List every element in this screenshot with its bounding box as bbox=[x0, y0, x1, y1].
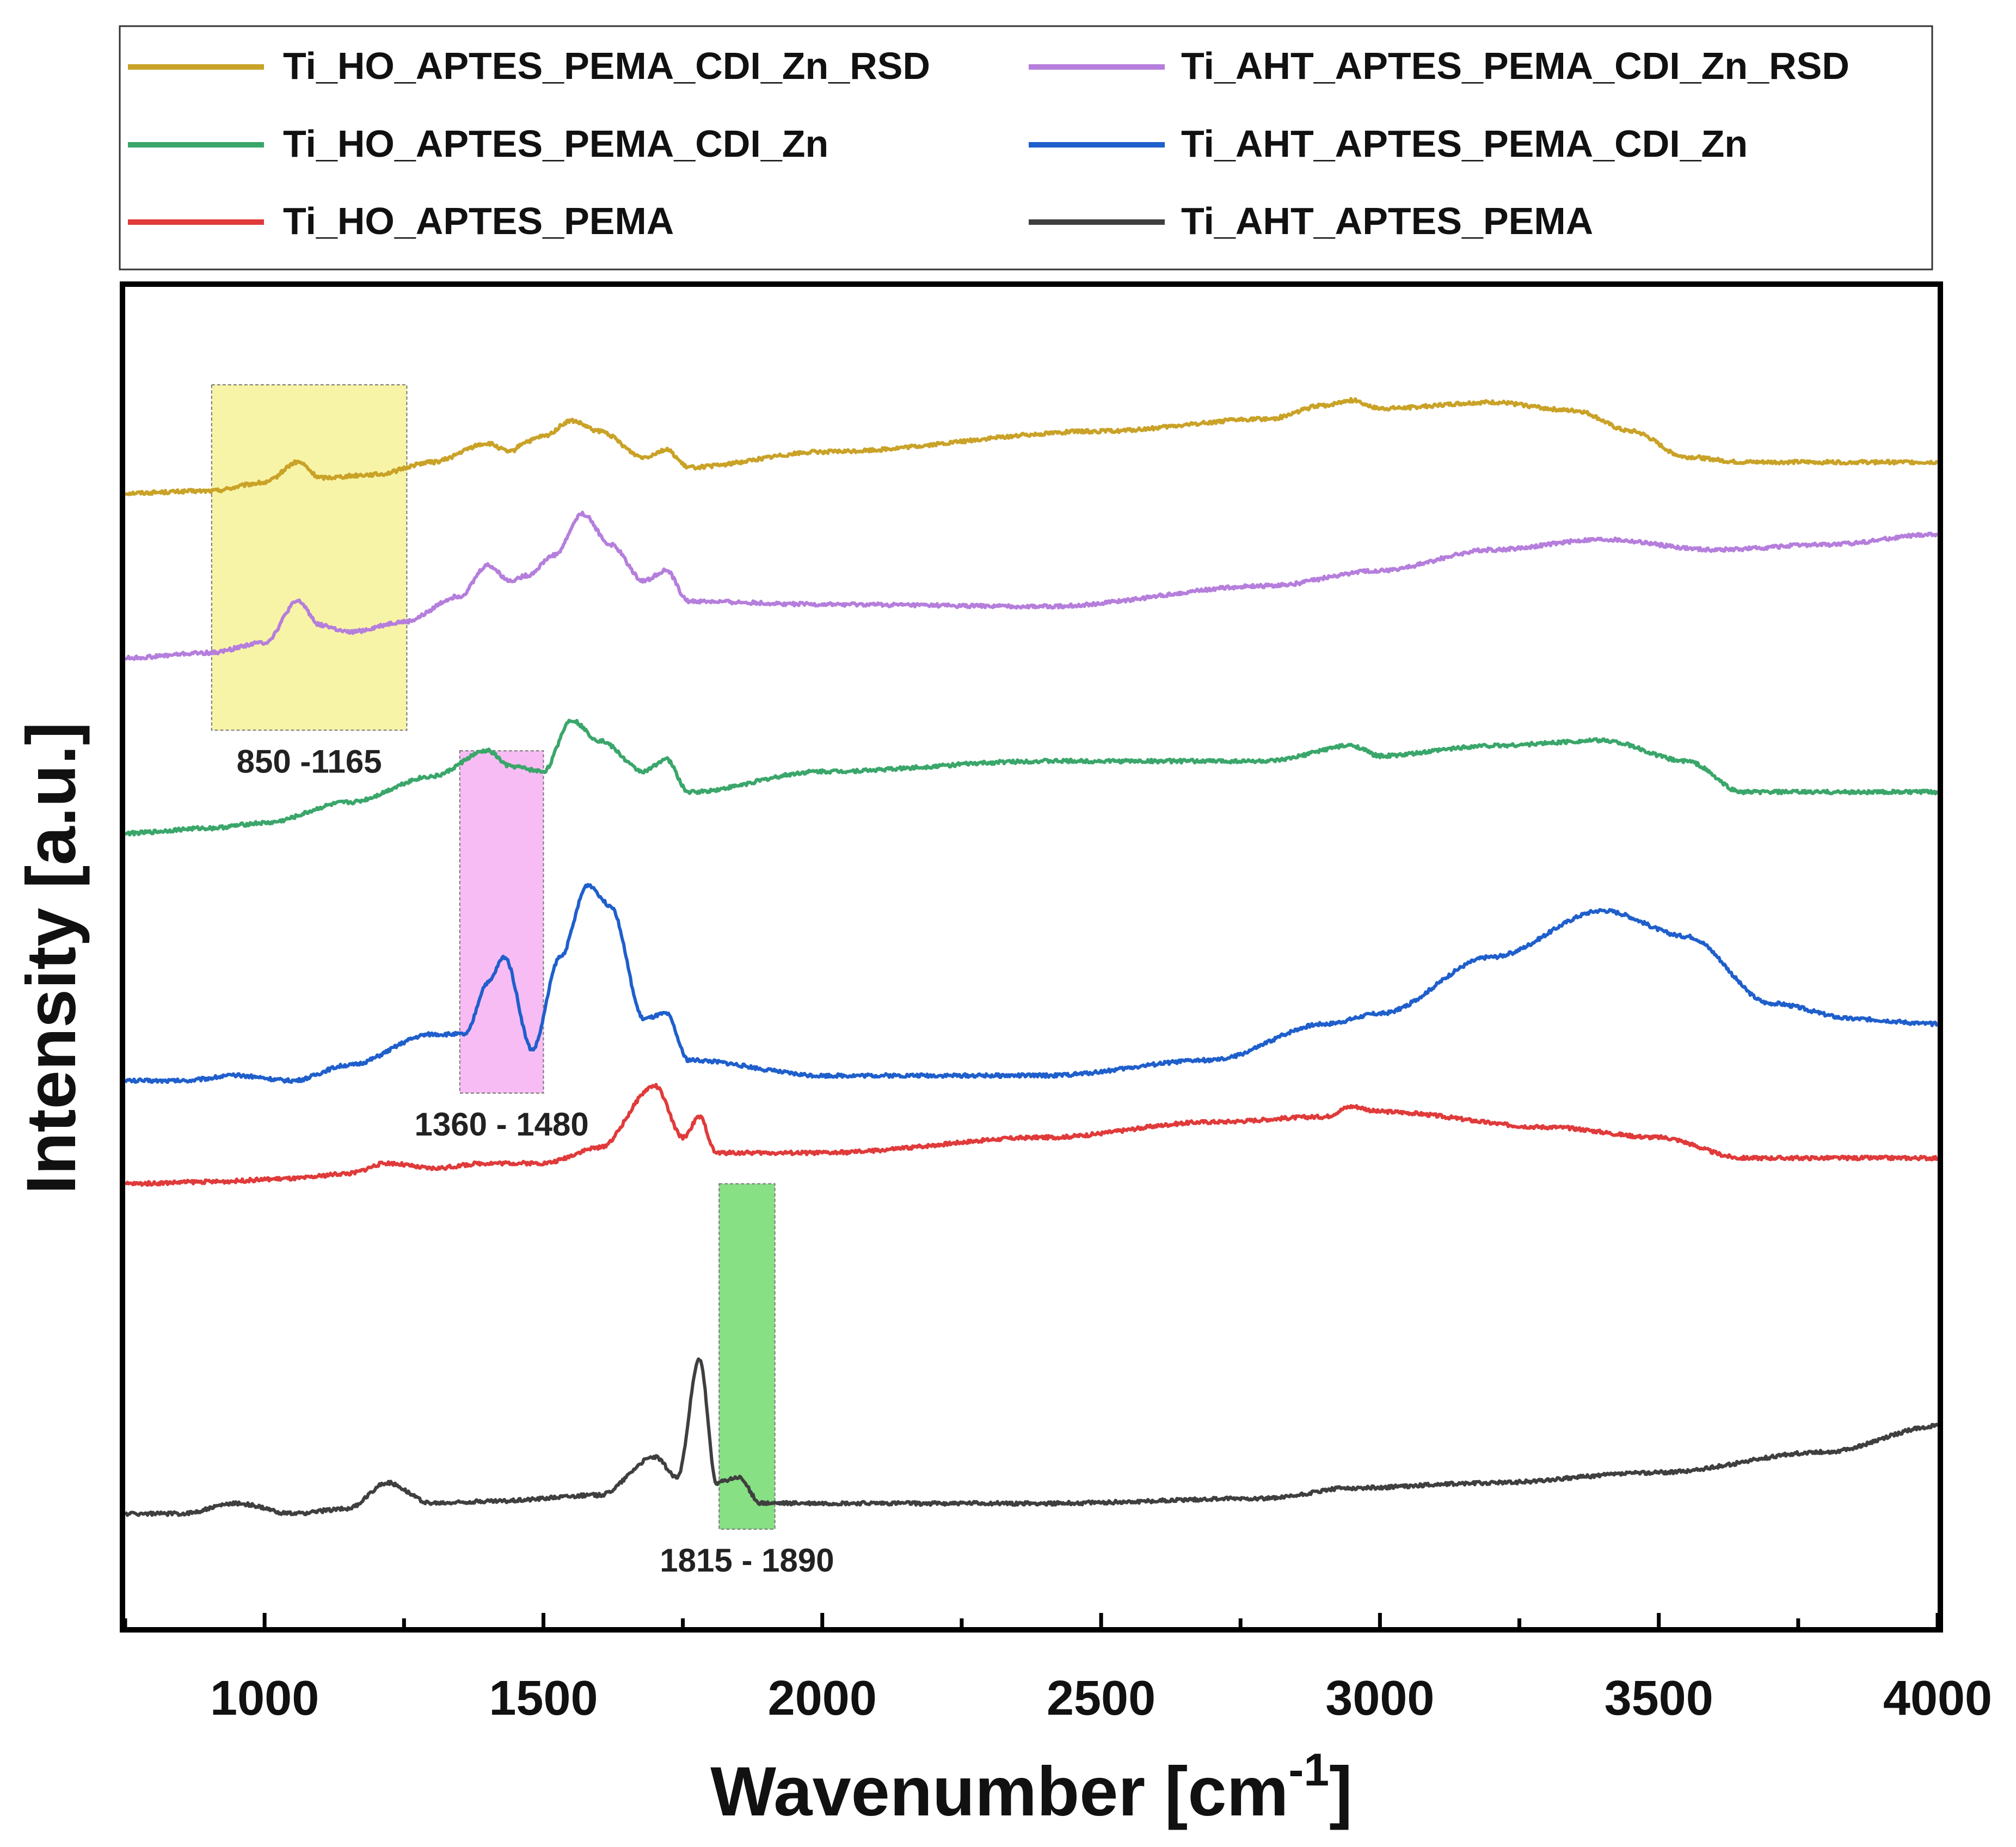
series-line-ti-ho-aptes-pema-cdi-zn bbox=[124, 719, 1939, 837]
highlight-region-label: 1815 - 1890 bbox=[660, 1542, 834, 1579]
series-line-ti-aht-aptes-pema bbox=[124, 1357, 1939, 1517]
highlight-region-1815-1890 bbox=[718, 1183, 776, 1530]
x-tick-label: 3000 bbox=[1325, 1671, 1434, 1726]
series-line-ti-ho-aptes-pema-cdi-zn-rsd bbox=[124, 397, 1939, 496]
legend-entry-ti-ho-aptes-pema: Ti_HO_APTES_PEMA bbox=[128, 200, 674, 242]
x-axis-title-suffix: ] bbox=[1329, 1753, 1353, 1831]
legend-entry-ti-aht-aptes-pema: Ti_AHT_APTES_PEMA bbox=[1029, 200, 1593, 242]
y-axis-title: Intensity [a.u.] bbox=[13, 722, 90, 1194]
x-tick-label: 4000 bbox=[1883, 1671, 1992, 1726]
x-tick-label: 1000 bbox=[210, 1671, 319, 1726]
legend: Ti_HO_APTES_PEMA_CDI_Zn_RSD Ti_AHT_APTES_… bbox=[119, 25, 1933, 271]
series-lines bbox=[124, 397, 1939, 1517]
x-axis-title: Wavenumber [cm-1] bbox=[710, 1744, 1353, 1831]
legend-label: Ti_HO_APTES_PEMA bbox=[283, 200, 674, 242]
x-tick-label: 2500 bbox=[1047, 1671, 1155, 1726]
x-tick-label: 1500 bbox=[489, 1671, 598, 1726]
series-line-ti-aht-aptes-pema-cdi-zn-rsd bbox=[125, 511, 1938, 661]
legend-label: Ti_AHT_APTES_PEMA_CDI_Zn bbox=[1181, 122, 1748, 165]
highlight-region-label: 1360 - 1480 bbox=[414, 1106, 588, 1143]
highlight-regions: 850 -1165 1360 - 1480 1815 - 1890 bbox=[211, 384, 834, 1579]
plot-frame bbox=[120, 281, 1943, 1633]
legend-label: Ti_HO_APTES_PEMA_CDI_Zn bbox=[283, 122, 828, 165]
legend-label: Ti_HO_APTES_PEMA_CDI_Zn_RSD bbox=[283, 45, 930, 87]
legend-box bbox=[119, 25, 1933, 271]
highlight-region-label: 850 -1165 bbox=[237, 743, 382, 780]
legend-entry-ti-ho-aptes-pema-cdi-zn: Ti_HO_APTES_PEMA_CDI_Zn bbox=[128, 122, 828, 165]
x-axis-title-superscript: -1 bbox=[1288, 1744, 1329, 1795]
x-tick-label: 2000 bbox=[768, 1671, 877, 1726]
legend-entry-ti-aht-aptes-pema-cdi-zn-rsd: Ti_AHT_APTES_PEMA_CDI_Zn_RSD bbox=[1029, 45, 1849, 87]
x-axis-ticks: 1000 1500 2000 2500 3000 3500 4000 bbox=[123, 1613, 1992, 1726]
series-line-ti-ho-aptes-pema bbox=[124, 1083, 1939, 1187]
legend-entry-ti-aht-aptes-pema-cdi-zn: Ti_AHT_APTES_PEMA_CDI_Zn bbox=[1029, 122, 1748, 165]
highlight-region-1360-1480 bbox=[459, 750, 544, 1094]
legend-entry-ti-ho-aptes-pema-cdi-zn-rsd: Ti_HO_APTES_PEMA_CDI_Zn_RSD bbox=[128, 45, 930, 87]
x-tick-label: 3500 bbox=[1605, 1671, 1713, 1726]
legend-label: Ti_AHT_APTES_PEMA bbox=[1181, 200, 1593, 242]
highlight-region-850-1165 bbox=[211, 384, 408, 731]
legend-items: Ti_HO_APTES_PEMA_CDI_Zn_RSD Ti_AHT_APTES_… bbox=[128, 45, 1849, 242]
legend-label: Ti_AHT_APTES_PEMA_CDI_Zn_RSD bbox=[1181, 45, 1849, 87]
series-line-ti-aht-aptes-pema-cdi-zn bbox=[124, 883, 1939, 1084]
